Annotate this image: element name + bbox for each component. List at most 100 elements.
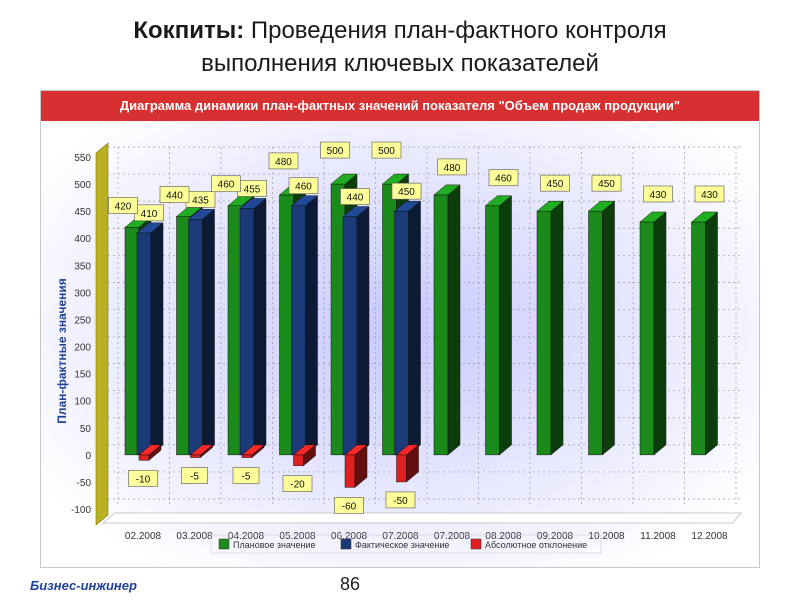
legend: Плановое значение Фактическое значение Абс… [210,534,602,554]
bar-deviation [292,444,317,467]
legend-box [210,534,602,554]
label-plan-box [591,174,622,192]
floor [101,512,742,524]
title-bold: Кокпиты: [133,17,245,44]
label-plan: 440 [166,191,183,202]
wall-face [95,142,109,526]
label-fact-box [288,177,319,195]
page-number: 86 [339,574,361,594]
y-tick-label: 550 [74,153,91,164]
label-fact: 450 [398,187,415,198]
bar-deviation-front [138,454,150,461]
bar-plan-front [485,205,500,456]
label-deviation: -60 [342,501,357,512]
bar-fact-side [356,206,370,456]
bar-plan-side [705,211,718,456]
y-tick-label: 500 [74,180,91,191]
bar-plan-side [550,200,564,456]
label-plan: 460 [218,180,235,191]
x-tick-label: 07.2008 [434,531,471,542]
bar-deviation [138,444,162,461]
label-plan-box [159,186,190,203]
label-deviation: -20 [290,480,305,491]
bar-plan-side [499,195,512,456]
bar-plan-front [433,194,449,456]
label-fact: 435 [192,195,209,206]
label-deviation-box [282,475,313,492]
label-plan: 500 [378,146,395,157]
y-tick-label: 450 [74,207,91,218]
legend-swatch [218,538,230,550]
label-fact-box [340,188,370,205]
label-plan-box [694,185,725,203]
bar-plan-top [587,200,616,212]
bar-deviation-top [241,444,265,456]
label-plan: 450 [547,179,564,190]
label-plan: 460 [495,174,512,185]
label-deviation-box [385,491,416,509]
bar-fact-front [239,208,255,456]
legend-swatch [470,538,482,550]
legend-label: Фактическое значение [355,540,449,550]
bar-plan-top [690,211,719,223]
bar-deviation-top [344,444,368,456]
bar-deviation-front [241,454,253,458]
slide-title: Кокпиты: Проведения план-фактного контро… [40,14,760,80]
x-tick-label: 09.2008 [537,531,574,542]
label-deviation-box [334,497,364,514]
label-plan-box [211,175,241,193]
bar-deviation [189,444,214,459]
chart-svg: -100 -50 0 50 100 150 200 250 300 350 400 450 500 550… [41,91,759,567]
bar-deviation-top [138,444,162,456]
label-plan-box [437,158,467,176]
label-fact-box [391,182,422,200]
x-tick-labels: 02.2008 03.2008 04.2008 05.2008 06.2008 07.20… [125,531,728,542]
bar-fact-side [253,197,267,456]
y-tick-label: 350 [74,261,91,272]
title-line2: выполнения ключевых показателей [201,50,599,77]
label-plan-box [488,169,519,187]
bar-plan-top [536,200,564,212]
label-deviation: -5 [190,472,199,483]
bar-deviation-front [190,454,201,458]
bar-fact-front [136,232,152,456]
x-tick-label: 11.2008 [640,531,676,542]
bar-fact-side [305,195,318,456]
bar-fact-side [150,222,164,456]
y-ticks: -100 -50 0 50 100 150 200 250 300 350 400 450 500 550 [71,153,91,516]
bar-fact-top [239,198,267,209]
y-tick-label: -50 [77,478,92,489]
bar-plan [587,200,616,456]
bar-fact-top [290,195,319,206]
title-rest: Проведения план-фактного контроля [244,17,667,44]
label-deviation: -50 [393,496,408,507]
x-tick-label: 08.2008 [485,531,522,542]
bar-deviation-front [293,454,304,466]
bar-deviation-top [189,444,214,456]
bar-deviation-front [396,454,407,483]
label-plan-box [643,185,673,203]
bar-deviation-top [395,444,420,456]
x-tick-label: 04.2008 [228,531,265,542]
bar-fact-side [408,200,421,456]
bar-plan-side [602,200,615,456]
bar-deviation [344,444,368,488]
data-labels: 410 420 -10 435 440 -5 455 460 -5 460 480 -20 440 500… [108,141,725,514]
chart-panel: -100 -50 0 50 100 150 200 250 300 350 400 450 500 550… [40,90,760,568]
bar-fact-top [342,206,370,217]
bars [124,173,719,488]
bar-plan [484,195,513,456]
bar-plan-front [536,210,552,456]
bar-fact [290,195,319,456]
bar-plan-front [691,221,706,456]
y-tick-label: -100 [71,505,91,516]
bar-deviation-top [292,444,317,456]
y-tick-label: 150 [74,370,91,381]
label-fact: 410 [141,209,158,220]
bar-fact-front [394,210,409,456]
x-tick-label: 03.2008 [176,531,213,542]
x-tick-label: 07.2008 [382,531,419,542]
bar-fact [393,200,422,456]
x-tick-label: 12.2008 [691,531,728,542]
label-deviation-box [181,467,208,484]
